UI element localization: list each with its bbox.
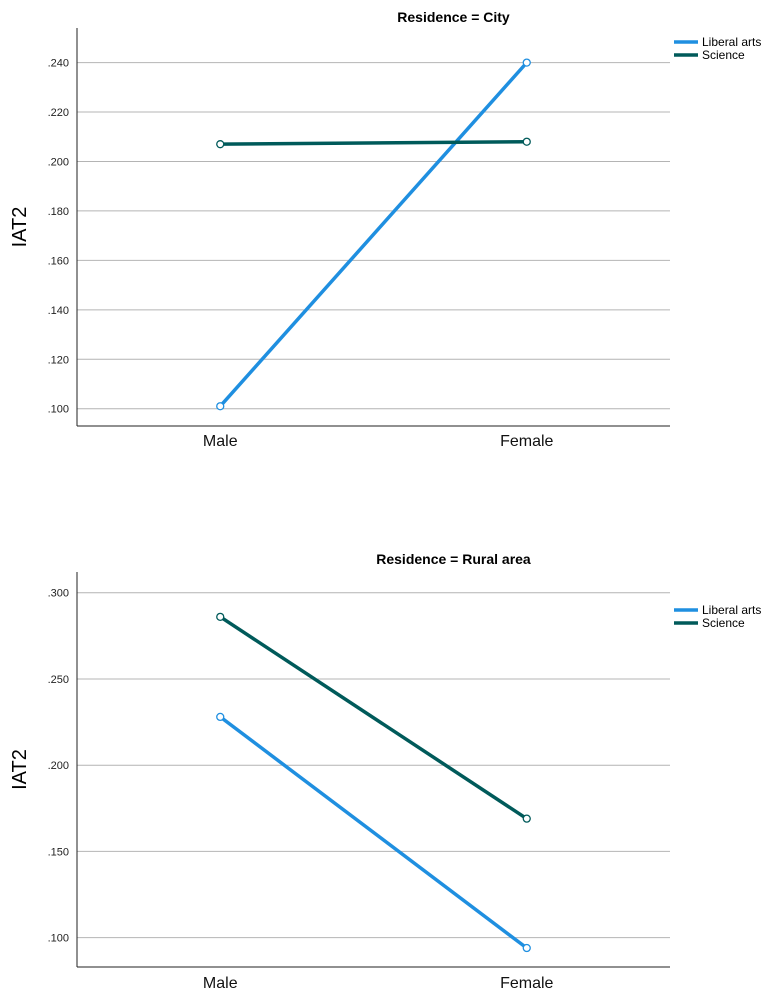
- data-point: [216, 612, 225, 621]
- data-point: [216, 140, 225, 149]
- y-tick-label: .150: [48, 846, 69, 858]
- data-point: [216, 712, 225, 722]
- x-tick-label: Female: [500, 433, 553, 450]
- chart-panel-2: .100 .150 .200 .250 .300 Male Female Residence …: [9, 551, 761, 992]
- y-tick-label: .200: [48, 760, 69, 772]
- x-tick-label: Male: [203, 975, 238, 992]
- x-tick-label: Female: [500, 975, 553, 992]
- y-tick-label: .200: [48, 156, 69, 168]
- legend-label: Liberal arts: [702, 603, 761, 617]
- legend-label: Science: [702, 616, 745, 630]
- y-tick-label: .160: [48, 255, 69, 267]
- y-tick-label: .100: [48, 933, 69, 945]
- y-tick-label: .100: [48, 404, 69, 416]
- y-tick-label: .220: [48, 107, 69, 119]
- data-point: [522, 943, 531, 953]
- series-line: [219, 615, 528, 821]
- y-tick-label: .250: [48, 674, 69, 686]
- y-tick-label: .180: [48, 206, 69, 218]
- series-line: [218, 61, 529, 408]
- chart-title: Residence = City: [397, 9, 510, 25]
- y-tick-label: .140: [48, 305, 69, 317]
- series-line: [220, 139, 527, 146]
- data-point: [522, 814, 531, 823]
- chart-title: Residence = Rural area: [376, 551, 531, 567]
- data-point: [216, 402, 225, 411]
- series-line: [219, 715, 528, 950]
- y-tick-label: .300: [48, 588, 69, 600]
- data-point: [522, 58, 531, 67]
- y-axis-label: IAT2: [9, 207, 31, 248]
- y-tick-label: .240: [48, 58, 69, 70]
- legend-label: Science: [702, 48, 745, 62]
- y-axis-label: IAT2: [9, 749, 31, 790]
- chart-panel-1: .100 .120 .140 .160 .180 .200 .220 .240 Male Fema…: [9, 9, 761, 450]
- data-point: [522, 137, 531, 146]
- x-tick-label: Male: [203, 433, 238, 450]
- y-tick-label: .120: [48, 354, 69, 366]
- legend-label: Liberal arts: [702, 35, 761, 49]
